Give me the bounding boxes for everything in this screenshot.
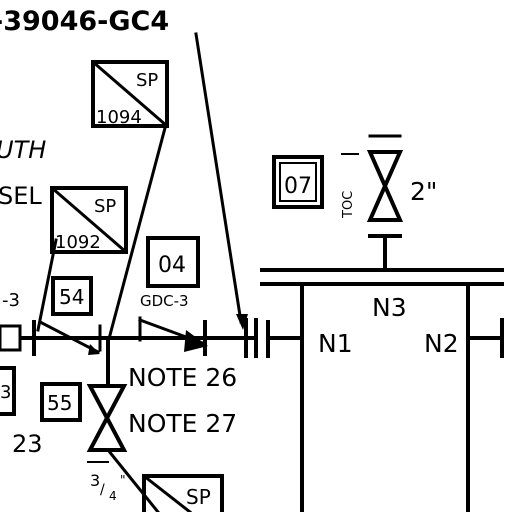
vent-valve: TOC [341, 134, 404, 222]
fragment-dash3: -3 [2, 290, 20, 311]
tag-box-55: 55 [40, 382, 82, 422]
valve-size-inch: " [120, 473, 126, 487]
valve-size-slash: / [100, 482, 105, 498]
valve-size-num: 3 [90, 471, 100, 490]
leader-left-tee-arrowhead [88, 344, 100, 355]
leader-designation [194, 32, 243, 324]
check-valve-arrowhead [184, 330, 208, 352]
tag-box-04-label: 04 [158, 253, 186, 278]
fragment-3: 3 [0, 382, 11, 403]
branch-vertical-bottom [105, 447, 160, 512]
spec-tag-1094-number: 1094 [96, 107, 142, 128]
vent-size-label: 2" [410, 177, 437, 206]
reducer-left [0, 324, 22, 352]
header-n1: N1 [318, 329, 353, 358]
vent-annotation: TOC [341, 191, 356, 219]
tag-box-55-label: 55 [47, 391, 72, 415]
line-designation: -39046-GC4 [0, 6, 169, 37]
valve-size-three-quarter: 3 / 4 " [87, 461, 126, 503]
tag-box-partial-left: 3 [0, 366, 16, 416]
leader-1092 [36, 238, 58, 332]
spec-tag-bottom: SP [141, 473, 224, 512]
tag-box-07: 07 [272, 155, 324, 209]
header-n2: N2 [424, 329, 459, 358]
tag-box-07-label: 07 [284, 174, 312, 199]
leader-1094 [108, 126, 167, 337]
header-n3: N3 [372, 293, 407, 322]
spec-tag-1094-code: SP [136, 70, 158, 91]
spec-tag-1092: SP 1092 [49, 185, 129, 255]
spec-tag-1092-code: SP [94, 196, 116, 217]
gate-valve-vertical [86, 384, 128, 452]
fragment-uth: UTH [0, 136, 46, 164]
spec-tag-1094: SP 1094 [90, 59, 170, 129]
spec-tag-bottom-code: SP [186, 485, 211, 509]
tag-box-54: 54 [51, 276, 93, 316]
valve-size-den: 4 [109, 489, 117, 503]
gdc-label: GDC-3 [140, 292, 189, 310]
note-27: NOTE 27 [128, 409, 237, 438]
tag-box-54-label: 54 [59, 285, 84, 309]
tag-box-04: 04 [146, 236, 200, 288]
fragment-23: 23 [12, 430, 43, 458]
fragment-sel: SEL [0, 182, 42, 210]
note-26: NOTE 26 [128, 363, 237, 392]
spec-tag-1092-number: 1092 [55, 232, 101, 253]
